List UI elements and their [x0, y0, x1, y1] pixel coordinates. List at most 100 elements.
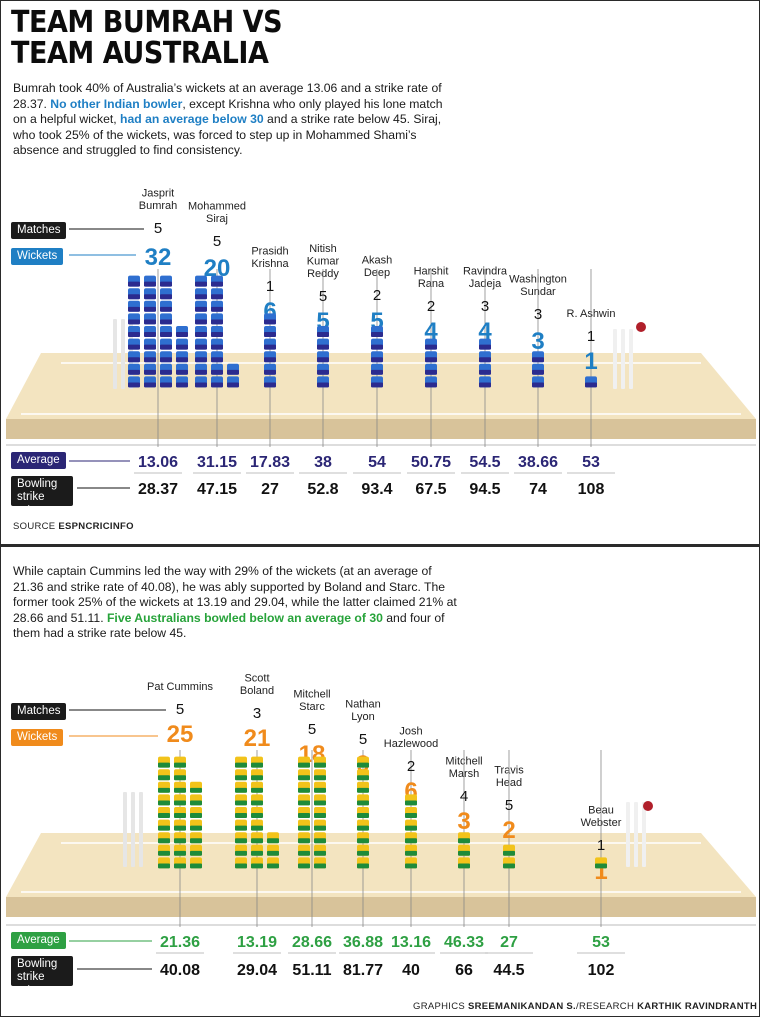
india-wicket-block [144, 376, 156, 388]
australia-matches-value: 5 [308, 721, 316, 738]
australia-wicket-block-base [235, 813, 247, 818]
india-matches-value: 3 [534, 306, 542, 323]
india-wicket-block [532, 351, 544, 363]
india-wicket-block-base [128, 306, 140, 312]
india-wicket-block-base [211, 332, 223, 337]
india-wicket-block-base [211, 344, 223, 350]
india-strike-rate-value: 74 [529, 481, 547, 498]
australia-wicket-block-base [190, 850, 202, 856]
australia-wicket-block-base [314, 787, 326, 793]
australia-wicket-block [174, 756, 186, 768]
australia-wicket-block-base [405, 838, 417, 844]
australia-wicket-block-base [298, 813, 310, 818]
australia-wickets-value: 21 [244, 725, 271, 752]
australia-wicket-block [190, 857, 202, 869]
india-matches-value: 2 [427, 298, 435, 315]
australia-wicket-block [158, 781, 170, 793]
australia-bowler-name: Pat Cummins [147, 681, 214, 693]
india-wicket-block [585, 376, 597, 388]
india-wicket-block [264, 338, 276, 350]
india-wicket-block-base [479, 357, 491, 363]
australia-wicket-block [190, 781, 202, 793]
australia-panel: While captain Cummins led the way with 2… [0, 545, 760, 1017]
india-wicket-block [371, 351, 383, 363]
australia-wicket-block [314, 756, 326, 768]
australia-stump [123, 792, 127, 867]
india-average-value: 54.5 [469, 454, 500, 471]
india-wicket-block-base [264, 357, 276, 363]
india-matches-value: 3 [481, 298, 489, 315]
india-wicket-block [128, 288, 140, 300]
india-bowler-name: Ravindra [463, 266, 508, 278]
source-name: ESPNCRICINFO [58, 521, 134, 532]
india-wicket-block [211, 376, 223, 388]
india-panel: TEAM BUMRAH VS TEAM AUSTRALIA Bumrah too… [0, 0, 760, 545]
india-wicket-block-base [532, 357, 544, 363]
australia-wicket-block [357, 756, 369, 768]
india-wicket-block-base [227, 369, 239, 375]
india-wicket-block-base [128, 357, 140, 363]
india-wicket-block-base [160, 294, 172, 300]
india-wicket-block [264, 351, 276, 363]
australia-wicket-block-base [174, 838, 186, 844]
australia-strike-rate-value: 81.77 [343, 962, 383, 979]
india-wicket-block-base [371, 332, 383, 337]
india-wicket-block-base [371, 344, 383, 350]
australia-wicket-block-base [190, 863, 202, 869]
australia-wicket-block [174, 769, 186, 781]
india-stump [629, 329, 633, 389]
australia-wicket-block-base [298, 800, 310, 806]
australia-wicket-block [158, 769, 170, 781]
australia-wicket-block-base [251, 863, 263, 869]
australia-matches-value: 2 [407, 758, 415, 775]
india-average-value: 54 [368, 454, 386, 471]
india-wicket-block-base [144, 294, 156, 300]
australia-wicket-block [251, 857, 263, 869]
page-title: TEAM BUMRAH VS TEAM AUSTRALIA [11, 5, 283, 69]
india-wicket-block [144, 338, 156, 350]
australia-wickets-value: 25 [167, 721, 194, 748]
india-strike-rate-value: 27 [261, 481, 279, 498]
australia-wicket-block [190, 832, 202, 844]
australia-wicket-block-base [158, 863, 170, 869]
australia-wicket-block-base [298, 762, 310, 768]
australia-wicket-block [405, 832, 417, 844]
india-wicket-block [160, 351, 172, 363]
australia-wicket-block [190, 819, 202, 831]
australia-matches-value: 5 [176, 701, 184, 718]
india-wickets-value: 3 [531, 328, 544, 355]
australia-wicket-block-base [235, 838, 247, 844]
australia-wicket-block [357, 769, 369, 781]
india-average-value: 17.83 [250, 454, 290, 471]
india-wicket-block-base [128, 319, 140, 325]
india-wicket-block [160, 300, 172, 312]
india-wicket-block [176, 338, 188, 350]
title-line-1: TEAM BUMRAH VS [11, 5, 283, 40]
india-wicket-block-base [479, 382, 491, 388]
india-stump [613, 329, 617, 389]
australia-wicket-block [235, 819, 247, 831]
graphics-credit: GRAPHICS SREEMANIKANDAN S./RESEARCH KART… [413, 1001, 757, 1012]
india-wicket-block-base [176, 332, 188, 337]
australia-wicket-block-base [190, 838, 202, 844]
india-wicket-block-base [371, 382, 383, 388]
india-wicket-block [160, 313, 172, 325]
india-wicket-block-base [160, 332, 172, 337]
india-strike-rate-value: 47.15 [197, 481, 237, 498]
india-wicket-block [479, 376, 491, 388]
australia-wicket-block [314, 807, 326, 818]
australia-wicket-block [314, 844, 326, 856]
india-wicket-block-base [144, 344, 156, 350]
australia-average-value: 53 [592, 934, 610, 951]
australia-wicket-block [251, 794, 263, 806]
india-matches-value: 1 [587, 328, 595, 345]
india-wicket-block [128, 313, 140, 325]
australia-wicket-block [158, 832, 170, 844]
australia-strike-rate-value: 40 [402, 962, 420, 979]
australia-wicket-block [503, 857, 515, 869]
australia-wicket-block-base [251, 838, 263, 844]
india-wicket-block [317, 363, 329, 375]
australia-wicket-block [503, 844, 515, 856]
australia-wicket-block-base [298, 850, 310, 856]
india-wicket-block [195, 275, 207, 287]
